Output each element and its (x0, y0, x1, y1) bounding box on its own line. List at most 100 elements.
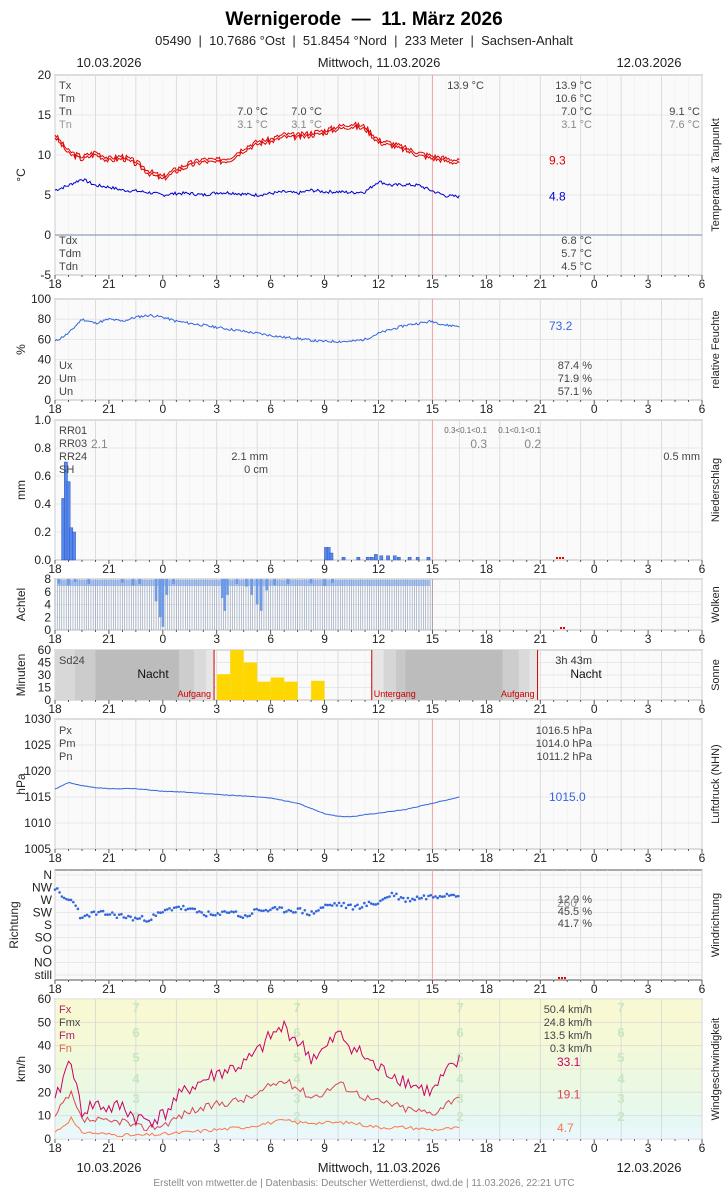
wind-end-value: 19.1 (557, 1087, 581, 1101)
cloud-top-band (57, 580, 430, 586)
max-label: 13.9 °C (447, 80, 484, 92)
x-tick-label: 0 (591, 277, 598, 291)
direction-point (175, 906, 178, 909)
x-tick-label: 12 (372, 982, 386, 996)
x-tick-label: 18 (480, 1141, 494, 1155)
x-tick-label: 21 (102, 632, 116, 646)
y-tick-label: 20 (38, 1085, 52, 1099)
direction-point (193, 908, 196, 911)
y-tick-label: 0.6 (34, 469, 51, 483)
direction-point (290, 910, 293, 913)
panel-side-label: Windgeschwindigkeit (710, 1018, 722, 1121)
beaufort-label: 3 (617, 1091, 624, 1106)
direction-point (102, 910, 105, 913)
x-tick-label: 12 (372, 1141, 386, 1155)
x-tick-label: 0 (159, 277, 166, 291)
direction-point (308, 914, 311, 917)
direction-point (122, 916, 125, 919)
direction-point (134, 917, 137, 920)
direction-point (324, 903, 327, 906)
x-tick-label: 18 (480, 402, 494, 416)
direction-point (283, 911, 286, 914)
direction-point (425, 898, 428, 901)
direction-point (63, 897, 66, 900)
stat-value: 1014.0 hPa (536, 738, 593, 750)
y-tick-label: 1010 (24, 816, 51, 830)
x-tick-label: 21 (534, 277, 548, 291)
direction-point (155, 914, 158, 917)
x-tick-label: 12 (372, 562, 386, 576)
panel-side-label: Luftdruck (NHN) (710, 744, 722, 823)
direction-point (97, 911, 100, 914)
x-tick-label: 3 (213, 402, 220, 416)
direction-point (262, 909, 265, 912)
pressure-end-value: 1015.0 (549, 790, 586, 804)
direction-point (196, 911, 199, 914)
direction-point (338, 902, 341, 905)
sunset-label: Untergang (374, 689, 416, 699)
direction-point (363, 902, 366, 905)
x-tick-label: 3 (645, 1141, 652, 1155)
stat-value: 13.9 °C (555, 80, 592, 92)
direction-point (365, 905, 368, 908)
precip-bar (330, 553, 333, 560)
direction-point (450, 894, 453, 897)
x-tick-label: 3 (645, 277, 652, 291)
x-tick-label: 15 (426, 702, 440, 716)
stat-value: 10.6 °C (555, 93, 592, 105)
y-axis-label: °C (14, 168, 28, 182)
direction-point (347, 904, 350, 907)
direction-point (111, 911, 114, 914)
direction-point (345, 907, 348, 910)
date-right-bottom: 12.03.2026 (616, 1160, 681, 1175)
direction-point (88, 915, 91, 918)
y-tick-label: 1025 (24, 738, 51, 752)
direction-point (340, 905, 343, 908)
direction-point (418, 897, 421, 900)
x-tick-label: 21 (102, 277, 116, 291)
x-tick-label: 18 (480, 702, 494, 716)
precip-next-day: 0.5 mm (663, 451, 700, 463)
x-tick-label: 15 (426, 402, 440, 416)
direction-point (358, 907, 361, 910)
x-tick-label: 3 (213, 277, 220, 291)
direction-point (141, 915, 144, 918)
direction-point (205, 915, 208, 918)
y-tick-label: 1020 (24, 764, 51, 778)
direction-point (244, 914, 247, 917)
stat-label: Pn (59, 751, 72, 763)
y-tick-label: 60 (38, 332, 52, 346)
x-tick-label: 21 (102, 851, 116, 865)
direction-point (182, 905, 185, 908)
stat-value: 13.5 km/h (544, 1030, 592, 1042)
direction-point (429, 894, 432, 897)
direction-point (267, 910, 270, 913)
direction-point (138, 917, 141, 920)
beaufort-label: 5 (132, 1050, 139, 1065)
sun-bar (244, 663, 257, 701)
beaufort-label: 6 (617, 1025, 624, 1040)
direction-point (221, 910, 224, 913)
direction-point (171, 909, 174, 912)
sunrise-label: Aufgang (501, 689, 535, 699)
panel-side-label: relative Feuchte (710, 310, 722, 388)
direction-point (157, 911, 160, 914)
x-tick-label: 18 (480, 277, 494, 291)
direction-point (354, 905, 357, 908)
x-tick-label: 0 (159, 982, 166, 996)
beaufort-label: 2 (456, 1109, 463, 1124)
stat-label: Um (59, 373, 76, 385)
direction-point (432, 896, 435, 899)
x-tick-label: 21 (534, 562, 548, 576)
direction-point (125, 917, 128, 920)
direction-point (230, 910, 233, 913)
direction-point (109, 913, 112, 916)
min-label: 7.0 °C (237, 106, 268, 118)
direction-point (310, 910, 313, 913)
direction-point (116, 916, 119, 919)
